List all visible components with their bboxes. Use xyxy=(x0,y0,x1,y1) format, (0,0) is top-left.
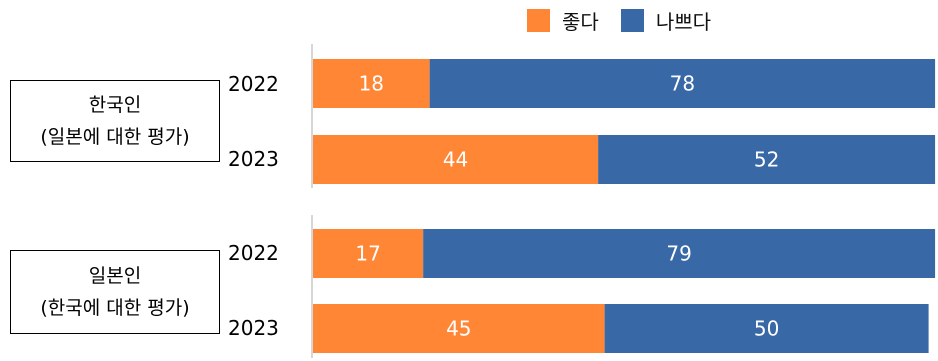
group-label-korean: 한국인 (일본에 대한 평가) xyxy=(10,80,220,162)
bars-layer: 18 78 44 52 17 79 45 50 xyxy=(313,59,936,353)
bar-bad-2 xyxy=(598,135,936,184)
bar-bad-1 xyxy=(429,59,936,108)
group-label-japanese-line1: 일본인 xyxy=(88,265,142,287)
group-label-korean-line1: 한국인 xyxy=(88,94,142,116)
legend-swatch-good xyxy=(527,9,550,32)
bar-label-bad-2: 52 xyxy=(754,148,779,172)
legend-swatch-bad xyxy=(620,9,644,32)
bar-good-3 xyxy=(313,229,424,278)
bar-label-bad-1: 78 xyxy=(670,72,695,96)
bar-label-bad-4: 50 xyxy=(754,317,779,341)
bar-good-1 xyxy=(313,59,430,108)
bar-good-4 xyxy=(313,304,605,353)
bar-good-2 xyxy=(313,135,599,184)
legend-item-good: 좋다 xyxy=(527,6,599,35)
legend-item-bad: 나쁘다 xyxy=(620,6,712,35)
bar-label-good-1: 18 xyxy=(359,72,384,96)
group-label-korean-line2: (일본에 대한 평가) xyxy=(40,126,190,148)
legend-label-good: 좋다 xyxy=(562,10,599,34)
legend-label-bad: 나쁘다 xyxy=(655,10,712,34)
group-label-japanese: 일본인 (한국에 대한 평가) xyxy=(10,250,220,334)
bar-label-good-3: 17 xyxy=(355,242,380,266)
legend: 좋다 나쁘다 xyxy=(527,6,733,35)
bar-bad-3 xyxy=(423,229,936,278)
year-label-4: 2023 xyxy=(228,316,279,340)
group-label-japanese-line2: (한국에 대한 평가) xyxy=(40,297,190,319)
year-label-1: 2022 xyxy=(228,72,279,96)
bar-label-good-4: 45 xyxy=(446,317,471,341)
bar-label-bad-3: 79 xyxy=(666,242,691,266)
bar-bad-4 xyxy=(604,304,929,353)
year-label-3: 2022 xyxy=(228,241,279,265)
year-label-2: 2023 xyxy=(228,147,279,171)
bar-label-good-2: 44 xyxy=(443,148,468,172)
